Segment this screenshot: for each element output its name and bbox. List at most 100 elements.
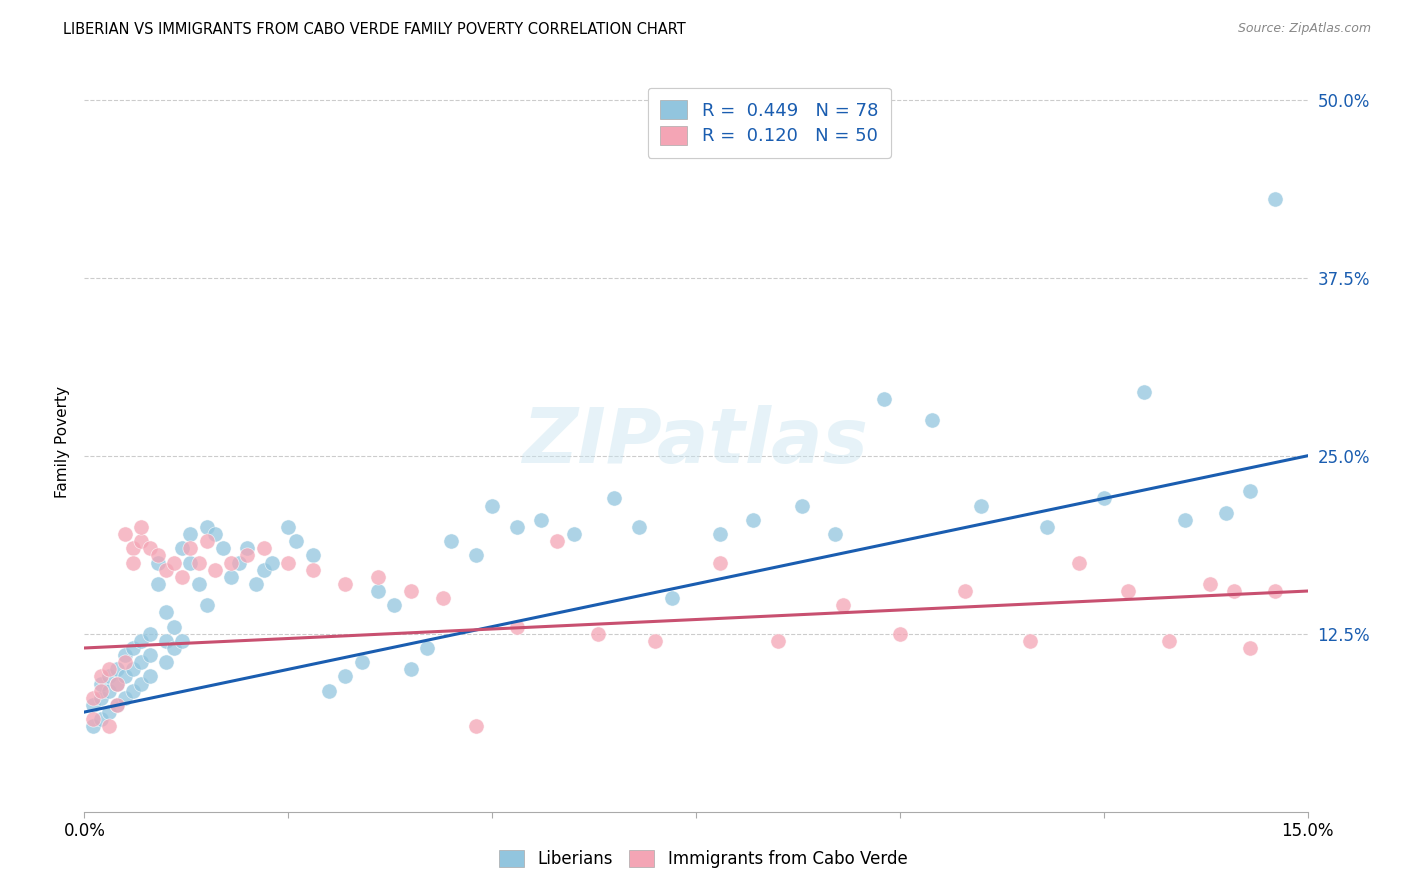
Point [155, 655, 177, 669]
Point [1239, 484, 1261, 499]
Point [219, 556, 242, 570]
Point [1019, 633, 1042, 648]
Point [105, 676, 128, 690]
Point [172, 633, 194, 648]
Point [163, 619, 186, 633]
Point [155, 633, 177, 648]
Point [122, 683, 145, 698]
Point [530, 513, 553, 527]
Point [195, 599, 218, 613]
Point [179, 527, 201, 541]
Point [114, 690, 136, 705]
Point [90, 683, 112, 698]
Point [146, 556, 169, 570]
Point [138, 669, 160, 683]
Point [90, 712, 112, 726]
Point [82, 698, 104, 712]
Point [105, 698, 128, 712]
Point [219, 570, 242, 584]
Legend: Liberians, Immigrants from Cabo Verde: Liberians, Immigrants from Cabo Verde [492, 843, 914, 875]
Point [831, 599, 853, 613]
Point [204, 527, 226, 541]
Point [114, 669, 136, 683]
Point [970, 499, 993, 513]
Point [1092, 491, 1115, 506]
Point [505, 520, 527, 534]
Point [179, 556, 201, 570]
Point [432, 591, 454, 606]
Point [114, 527, 136, 541]
Text: ZIPatlas: ZIPatlas [523, 405, 869, 478]
Point [1215, 506, 1237, 520]
Point [114, 655, 136, 669]
Point [440, 534, 463, 549]
Point [335, 669, 357, 683]
Point [301, 549, 323, 563]
Point [766, 633, 789, 648]
Point [1174, 513, 1197, 527]
Point [824, 527, 846, 541]
Point [481, 499, 503, 513]
Point [131, 676, 153, 690]
Point [627, 520, 650, 534]
Point [155, 606, 177, 620]
Point [236, 549, 259, 563]
Point [187, 577, 209, 591]
Point [105, 662, 128, 676]
Point [253, 541, 276, 556]
Point [131, 520, 153, 534]
Point [97, 662, 120, 676]
Point [195, 534, 218, 549]
Point [105, 676, 128, 690]
Point [277, 556, 299, 570]
Point [122, 640, 145, 655]
Point [367, 570, 389, 584]
Point [245, 577, 267, 591]
Point [586, 626, 609, 640]
Point [416, 640, 439, 655]
Point [350, 655, 373, 669]
Point [872, 392, 894, 406]
Point [742, 513, 765, 527]
Point [236, 541, 259, 556]
Point [562, 527, 585, 541]
Point [1157, 633, 1180, 648]
Point [603, 491, 626, 506]
Point [382, 599, 405, 613]
Point [285, 534, 308, 549]
Point [367, 584, 389, 599]
Point [82, 690, 104, 705]
Point [1069, 556, 1091, 570]
Point [122, 556, 145, 570]
Point [1239, 640, 1261, 655]
Point [122, 541, 145, 556]
Point [90, 669, 112, 683]
Point [90, 676, 112, 690]
Point [204, 563, 226, 577]
Point [318, 683, 340, 698]
Point [1264, 193, 1286, 207]
Point [335, 577, 357, 591]
Point [172, 541, 194, 556]
Point [505, 619, 527, 633]
Point [277, 520, 299, 534]
Point [138, 648, 160, 662]
Point [212, 541, 235, 556]
Point [1116, 584, 1139, 599]
Point [661, 591, 683, 606]
Point [790, 499, 813, 513]
Point [131, 633, 153, 648]
Point [1198, 577, 1220, 591]
Point [399, 584, 422, 599]
Point [1223, 584, 1246, 599]
Point [122, 662, 145, 676]
Point [105, 698, 128, 712]
Point [709, 527, 731, 541]
Legend: R =  0.449   N = 78, R =  0.120   N = 50: R = 0.449 N = 78, R = 0.120 N = 50 [648, 87, 891, 158]
Point [146, 549, 169, 563]
Point [90, 690, 112, 705]
Point [1133, 384, 1156, 399]
Point [82, 712, 104, 726]
Point [82, 719, 104, 733]
Point [163, 556, 186, 570]
